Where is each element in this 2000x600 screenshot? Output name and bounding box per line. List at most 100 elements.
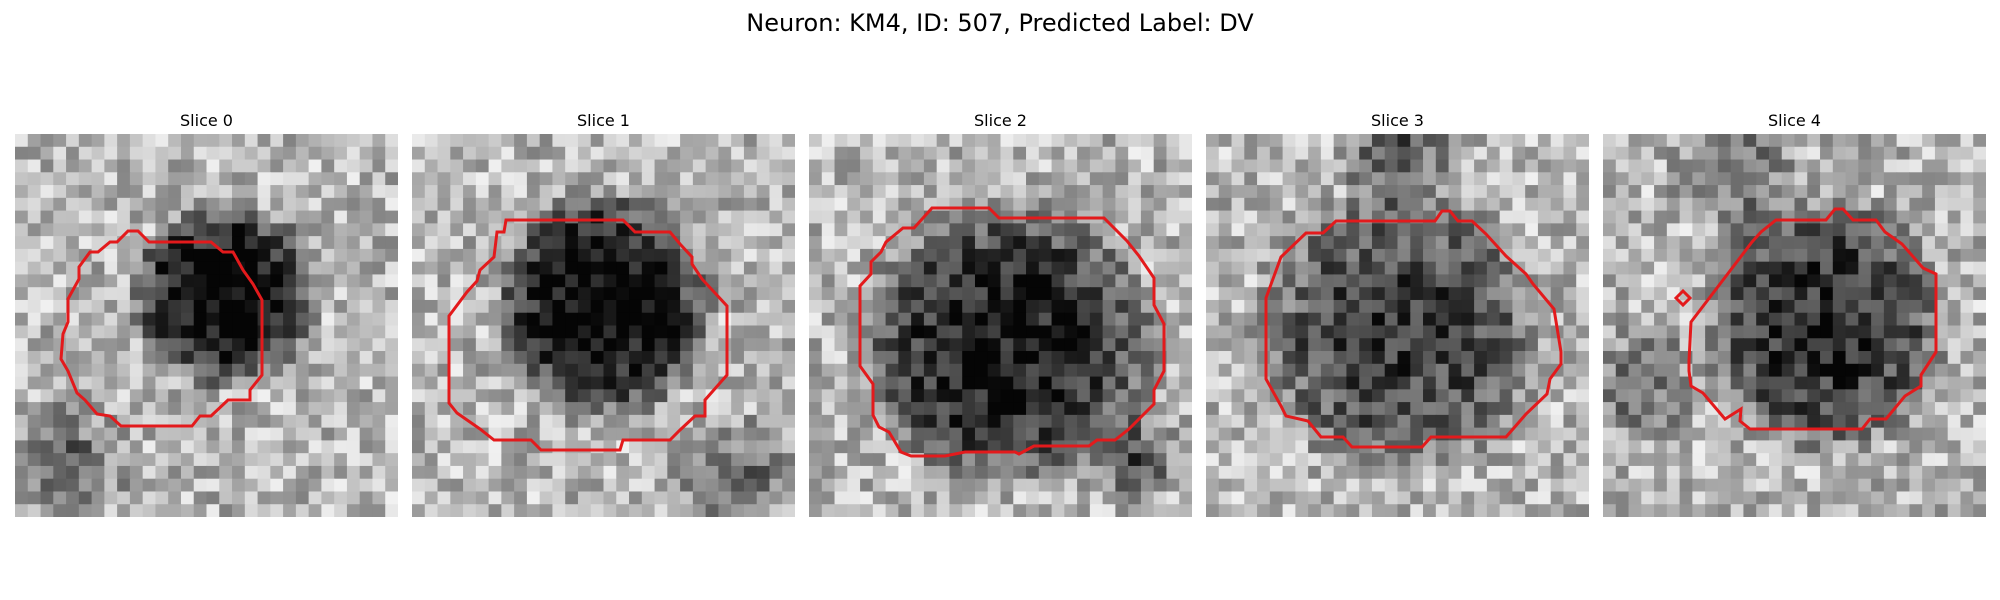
- image-pixel: [1257, 465, 1271, 480]
- image-pixel: [15, 491, 29, 505]
- image-pixel: [142, 287, 157, 301]
- image-pixel: [1525, 504, 1539, 517]
- image-pixel: [885, 312, 899, 327]
- image-pixel: [1730, 465, 1745, 480]
- image-pixel: [1206, 427, 1220, 441]
- image-pixel: [1781, 491, 1796, 505]
- image-pixel: [616, 414, 630, 429]
- image-pixel: [1384, 197, 1399, 212]
- image-pixel: [1871, 338, 1885, 352]
- image-pixel: [385, 351, 398, 365]
- image-pixel: [1026, 185, 1040, 199]
- image-pixel: [1922, 223, 1936, 237]
- image-pixel: [283, 299, 297, 314]
- image-pixel: [1474, 389, 1488, 403]
- image-pixel: [1410, 363, 1424, 378]
- image-pixel: [104, 197, 118, 212]
- image-pixel: [1000, 185, 1014, 199]
- image-pixel: [1603, 414, 1617, 429]
- image-pixel: [1000, 236, 1014, 250]
- image-pixel: [1206, 376, 1220, 390]
- image-pixel: [1563, 440, 1577, 454]
- image-pixel: [1244, 274, 1258, 288]
- image-pixel: [424, 274, 439, 288]
- image-pixel: [692, 185, 707, 199]
- image-pixel: [590, 389, 605, 403]
- image-pixel: [1410, 351, 1424, 365]
- image-pixel: [346, 427, 361, 441]
- image-pixel: [1320, 312, 1335, 327]
- image-pixel: [1858, 389, 1872, 403]
- image-pixel: [949, 389, 963, 403]
- image-pixel: [1641, 440, 1655, 454]
- image-pixel: [1922, 338, 1936, 352]
- image-pixel: [1794, 504, 1808, 517]
- image-pixel: [1308, 172, 1322, 186]
- image-pixel: [1654, 312, 1668, 327]
- image-pixel: [129, 389, 144, 403]
- image-pixel: [1115, 504, 1129, 517]
- image-pixel: [1077, 453, 1091, 467]
- image-pixel: [1922, 351, 1936, 365]
- image-pixel: [1461, 223, 1475, 237]
- image-pixel: [1666, 210, 1681, 224]
- image-pixel: [270, 146, 284, 161]
- image-pixel: [40, 261, 54, 276]
- image-pixel: [809, 363, 823, 378]
- image-pixel: [1563, 465, 1577, 480]
- image-pixel: [412, 414, 426, 429]
- image-pixel: [1807, 210, 1821, 224]
- image-pixel: [232, 312, 246, 327]
- image-pixel: [437, 159, 451, 173]
- image-pixel: [1051, 491, 1065, 505]
- image-pixel: [1115, 134, 1129, 148]
- image-pixel: [1947, 134, 1962, 148]
- image-pixel: [1973, 376, 1986, 390]
- image-pixel: [860, 223, 874, 237]
- image-pixel: [450, 197, 464, 212]
- image-pixel: [1705, 363, 1719, 378]
- image-pixel: [1973, 402, 1986, 416]
- image-pixel: [1832, 172, 1847, 186]
- image-pixel: [270, 325, 284, 339]
- image-pixel: [1768, 376, 1783, 390]
- image-pixel: [1282, 134, 1296, 148]
- image-pixel: [78, 287, 93, 301]
- image-pixel: [565, 197, 579, 212]
- image-pixel: [501, 261, 515, 276]
- image-pixel: [1563, 491, 1577, 505]
- image-pixel: [834, 325, 848, 339]
- image-pixel: [1603, 274, 1617, 288]
- image-pixel: [1218, 261, 1233, 276]
- image-pixel: [1845, 376, 1859, 390]
- image-pixel: [346, 261, 361, 276]
- image-pixel: [1295, 504, 1309, 517]
- image-pixel: [15, 159, 29, 173]
- image-pixel: [1820, 172, 1834, 186]
- image-pixel: [346, 197, 361, 212]
- image-pixel: [1807, 274, 1821, 288]
- image-pixel: [1781, 478, 1796, 493]
- image-pixel: [1705, 236, 1719, 250]
- image-pixel: [1563, 351, 1577, 365]
- image-pixel: [283, 236, 297, 250]
- image-pixel: [872, 363, 887, 378]
- image-pixel: [641, 274, 656, 288]
- image-pixel: [346, 172, 361, 186]
- image-pixel: [1845, 338, 1859, 352]
- image-pixel: [283, 414, 297, 429]
- image-pixel: [1871, 159, 1885, 173]
- image-pixel: [1641, 376, 1655, 390]
- image-pixel: [577, 478, 592, 493]
- image-pixel: [1858, 248, 1872, 263]
- image-pixel: [463, 465, 477, 480]
- image-pixel: [78, 134, 93, 148]
- image-pixel: [1166, 210, 1180, 224]
- image-pixel: [911, 338, 925, 352]
- image-pixel: [1308, 376, 1322, 390]
- image-pixel: [1257, 197, 1271, 212]
- image-pixel: [1934, 338, 1949, 352]
- image-pixel: [1397, 287, 1411, 301]
- image-pixel: [641, 376, 656, 390]
- image-pixel: [1089, 287, 1104, 301]
